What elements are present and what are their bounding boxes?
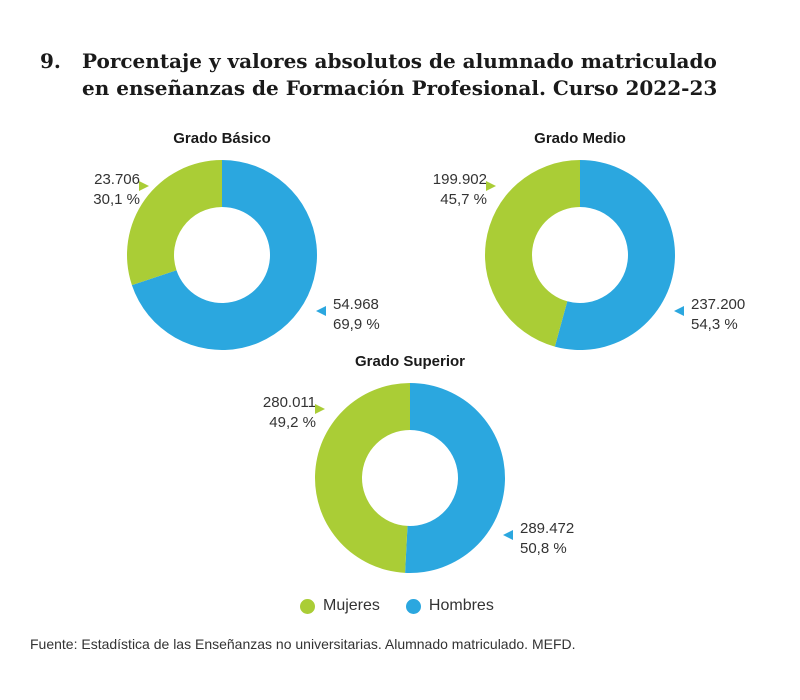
legend-label-hombres: Hombres bbox=[428, 597, 494, 614]
chart-title-grado-medio: Grado Medio bbox=[534, 130, 626, 147]
value-label-hombres-grado-medio: 237.200 bbox=[691, 296, 745, 313]
slice-mujeres-grado-basico bbox=[126, 159, 222, 286]
chart-title-grado-superior: Grado Superior bbox=[355, 353, 465, 370]
legend-label-mujeres: Mujeres bbox=[323, 597, 380, 614]
value-label-hombres-grado-basico: 54.968 bbox=[333, 296, 379, 313]
title-line-1: Porcentaje y valores absolutos de alumna… bbox=[82, 49, 717, 73]
pointer-mujeres-grado-basico bbox=[139, 181, 149, 191]
legend-swatch-hombres bbox=[405, 598, 421, 614]
source-note: Fuente: Estadística de las Enseñanzas no… bbox=[30, 636, 576, 652]
figure-number: 9. bbox=[40, 49, 61, 73]
value-label-mujeres-grado-medio: 199.902 bbox=[433, 171, 487, 188]
percent-label-hombres-grado-superior: 50,8 % bbox=[520, 540, 567, 557]
slice-hombres-grado-superior bbox=[405, 383, 505, 573]
pointer-hombres-grado-basico bbox=[316, 306, 326, 316]
slice-hombres-grado-basico bbox=[131, 160, 317, 350]
pointer-mujeres-grado-superior bbox=[315, 404, 325, 414]
slice-hombres-grado-medio bbox=[554, 159, 676, 350]
value-label-mujeres-grado-superior: 280.011 bbox=[263, 394, 316, 411]
percent-label-hombres-grado-basico: 69,9 % bbox=[333, 316, 380, 333]
chart-title: 9. Porcentaje y valores absolutos de alum… bbox=[40, 48, 780, 102]
slice-mujeres-grado-superior bbox=[314, 383, 410, 573]
pointer-mujeres-grado-medio bbox=[486, 181, 496, 191]
title-line-2: en enseñanzas de Formación Profesional. … bbox=[82, 76, 718, 100]
legend-item-hombres: Hombres bbox=[405, 597, 494, 615]
value-label-hombres-grado-superior: 289.472 bbox=[520, 520, 574, 537]
percent-label-mujeres-grado-medio: 45,7 % bbox=[440, 191, 487, 208]
slice-mujeres-grado-medio bbox=[485, 160, 580, 347]
chart-title-grado-basico: Grado Básico bbox=[173, 130, 271, 147]
legend-swatch-mujeres bbox=[300, 598, 315, 614]
percent-label-hombres-grado-medio: 54,3 % bbox=[691, 316, 738, 333]
legend: Mujeres Hombres bbox=[300, 594, 520, 618]
pointer-hombres-grado-medio bbox=[674, 306, 684, 316]
percent-label-mujeres-grado-superior: 49,2 % bbox=[269, 414, 316, 431]
pointer-hombres-grado-superior bbox=[503, 530, 513, 540]
percent-label-mujeres-grado-basico: 30,1 % bbox=[93, 191, 140, 208]
legend-item-mujeres: Mujeres bbox=[300, 597, 380, 615]
value-label-mujeres-grado-basico: 23.706 bbox=[94, 171, 140, 188]
